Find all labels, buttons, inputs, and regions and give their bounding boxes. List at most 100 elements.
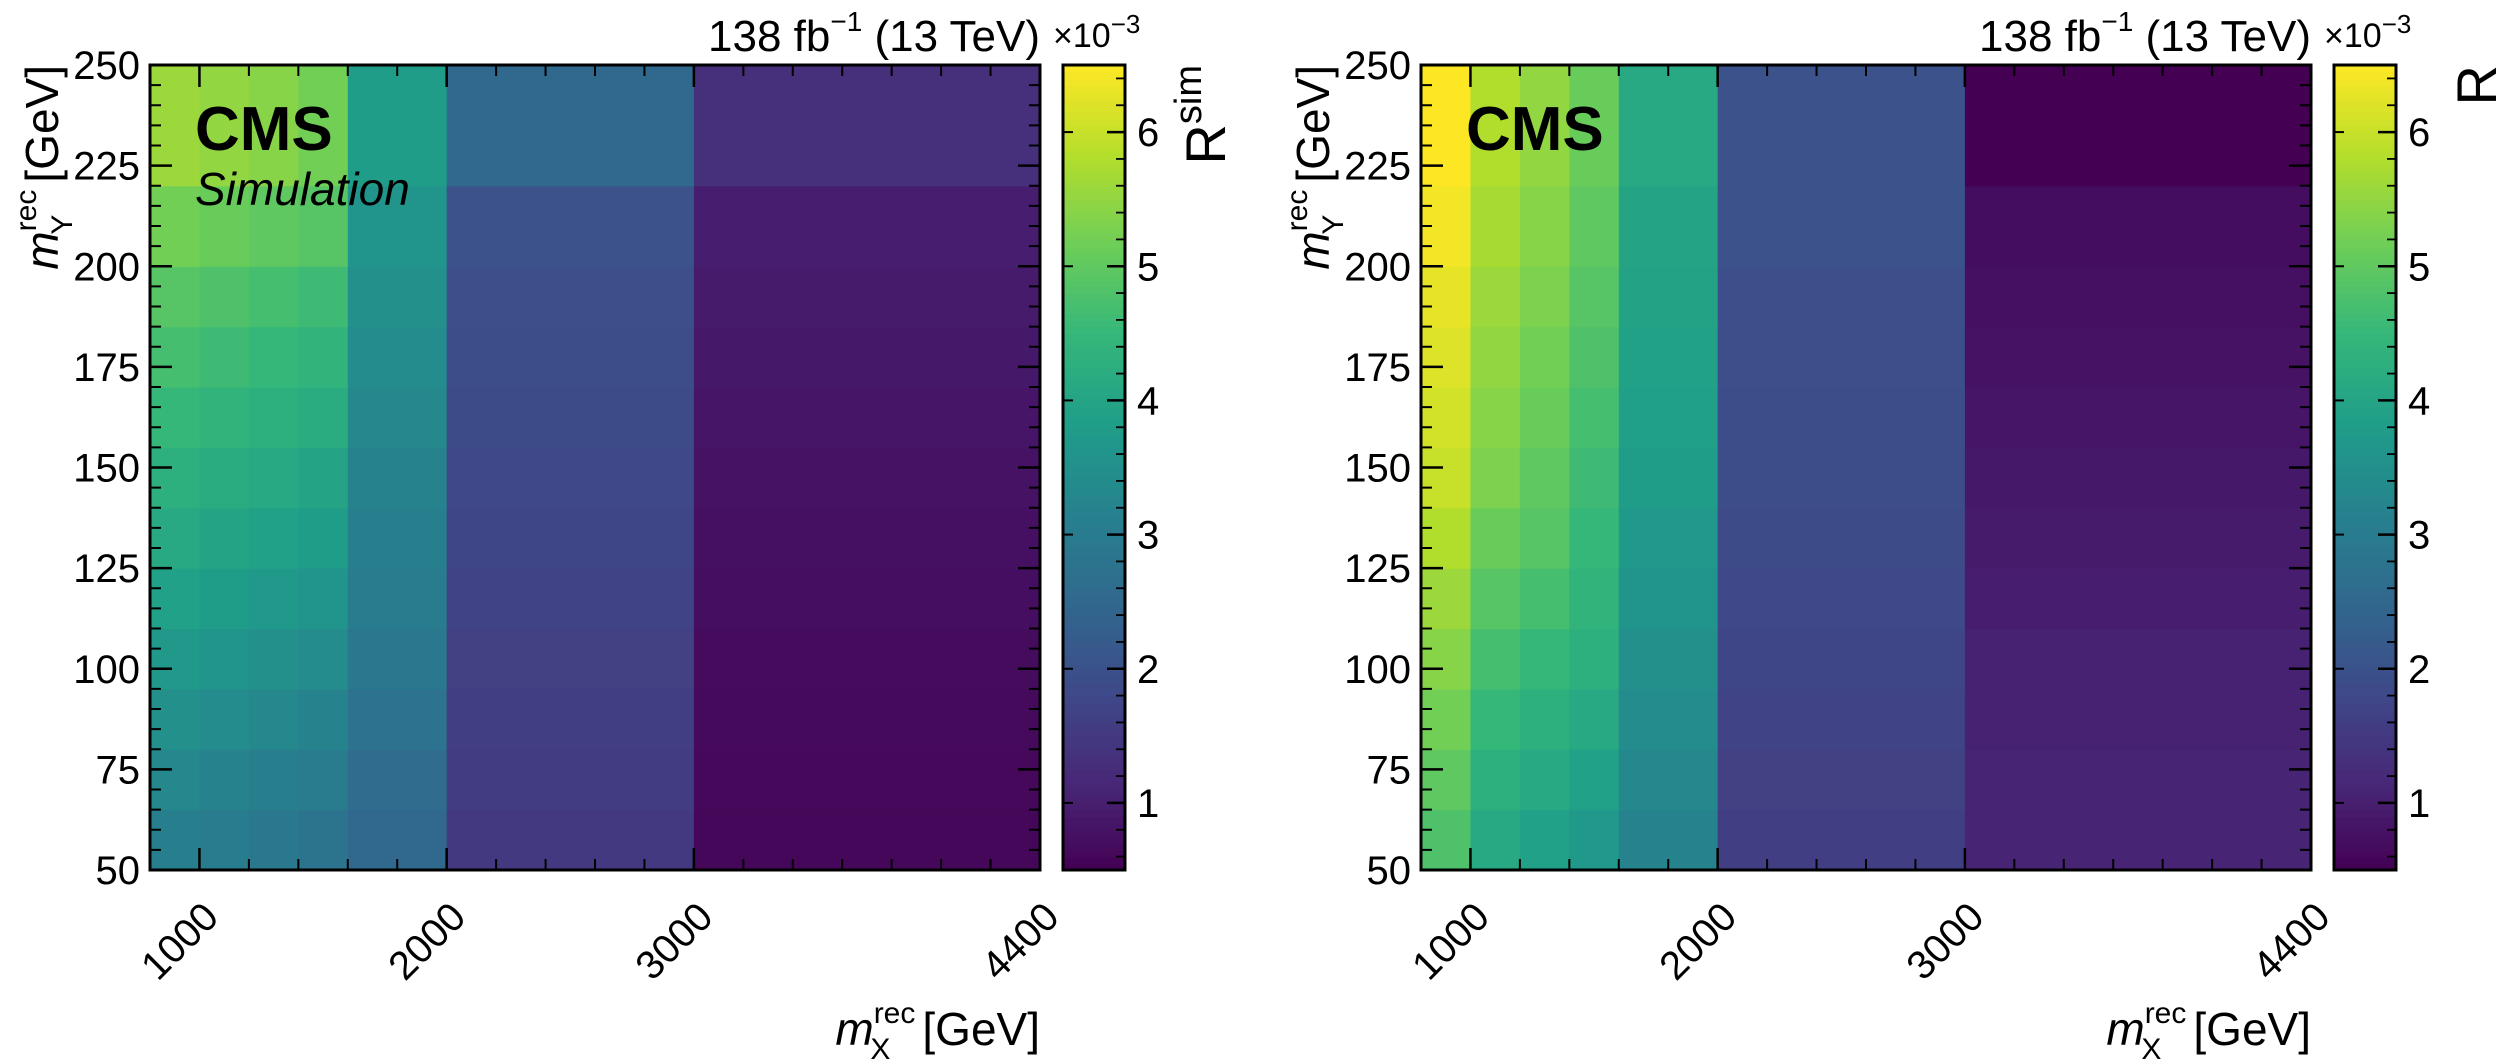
- colorbar-tick-label: 3: [2408, 514, 2430, 558]
- heatmap-cell: [298, 507, 349, 569]
- heatmap-cell: [1421, 809, 1472, 871]
- colorbar-label: R: [2445, 65, 2508, 105]
- heatmap-cell: [1964, 266, 2312, 328]
- colorbar-segment: [1063, 340, 1125, 348]
- colorbar-segment: [1063, 125, 1125, 133]
- heatmap-cell: [693, 749, 1041, 811]
- y-tick-label: 175: [73, 346, 140, 390]
- x-tick-label: 3000: [627, 894, 721, 988]
- heatmap-cell: [1470, 507, 1521, 569]
- colorbar-segment: [1063, 279, 1125, 288]
- colorbar-segment: [1063, 843, 1125, 851]
- x-axis-label-sub: X: [870, 1033, 890, 1064]
- colorbar-segment: [2334, 621, 2396, 630]
- energy-label: (13 TeV): [862, 12, 1040, 61]
- colorbar-segment: [1063, 608, 1125, 616]
- colorbar-segment: [1063, 782, 1125, 791]
- colorbar-segment: [1063, 561, 1125, 569]
- colorbar-segment: [2334, 454, 2396, 462]
- colorbar-segment: [1063, 541, 1125, 549]
- colorbar-segment: [1063, 849, 1125, 858]
- colorbar-segment: [1063, 413, 1125, 422]
- heatmap-cell: [1569, 628, 1620, 690]
- colorbar-segment: [2334, 796, 2396, 804]
- colorbar-segment: [1063, 313, 1125, 321]
- colorbar-segment: [2334, 729, 2396, 737]
- colorbar-segment: [2334, 239, 2396, 247]
- colorbar-tick-label: 1: [2408, 782, 2430, 826]
- y-axis-label-symbol: m: [16, 231, 68, 269]
- heatmap-cell: [1421, 266, 1472, 328]
- x-axis-label-sub: X: [2141, 1033, 2161, 1064]
- colorbar-segment: [1063, 521, 1125, 529]
- heatmap-cell: [347, 568, 448, 630]
- heatmap-cell: [1470, 809, 1521, 871]
- heatmap-cell: [1569, 387, 1620, 448]
- heatmap-cell: [347, 185, 448, 267]
- heatmap-cell: [446, 568, 695, 630]
- colorbar-segment: [2334, 849, 2396, 858]
- colorbar-segment: [1063, 695, 1125, 704]
- colorbar-segment: [2334, 534, 2396, 543]
- y-tick-label: 175: [1344, 346, 1411, 390]
- x-axis-label: mrec X [GeV]: [835, 997, 1040, 1064]
- colorbar-segment: [2334, 447, 2396, 455]
- colorbar-segment: [2334, 427, 2396, 435]
- heatmap-cell: [298, 749, 349, 811]
- colorbar-exponent-sup: −3: [2382, 9, 2412, 39]
- colorbar-segment: [1063, 333, 1125, 341]
- heatmap-cell: [150, 507, 201, 569]
- colorbar-segment: [2334, 863, 2396, 871]
- colorbar-segment: [1063, 534, 1125, 543]
- colorbar-segment: [1063, 823, 1125, 831]
- heatmap-cell: [150, 326, 201, 388]
- x-tick-label: 2000: [1651, 894, 1745, 988]
- colorbar-segment: [2334, 393, 2396, 402]
- x-axis-label-symbol: m: [2106, 1003, 2144, 1055]
- colorbar-segment: [1063, 78, 1125, 86]
- colorbar-segment: [1063, 769, 1125, 777]
- heatmap-cell: [298, 809, 349, 871]
- y-axis-label: mrec Y [GeV]: [10, 65, 79, 270]
- colorbar-segment: [1063, 548, 1125, 556]
- heatmap-cell: [1421, 387, 1472, 448]
- colorbar-segment: [1063, 226, 1125, 234]
- colorbar-segment: [2334, 769, 2396, 777]
- colorbar-segment: [1063, 185, 1125, 194]
- colorbar-segment: [2334, 219, 2396, 227]
- colorbar-segment: [1063, 319, 1125, 328]
- heatmap-cell: [693, 65, 1041, 187]
- colorbar-tick-label: 4: [2408, 379, 2430, 423]
- heatmap-cell: [248, 326, 299, 388]
- colorbar-segment: [2334, 326, 2396, 335]
- colorbar-segment: [2334, 118, 2396, 127]
- colorbar-segment: [2334, 836, 2396, 844]
- colorbar-exponent: ×10−3: [1053, 9, 1140, 55]
- colorbar-segment: [1063, 641, 1125, 650]
- y-axis-label-symbol: m: [1287, 231, 1339, 269]
- colorbar-segment: [1063, 621, 1125, 630]
- heatmap-cell: [150, 387, 201, 448]
- colorbar-segment: [1063, 863, 1125, 871]
- colorbar-segment: [1063, 735, 1125, 744]
- colorbar-segment: [1063, 71, 1125, 80]
- heatmap-cell: [1618, 65, 1719, 187]
- colorbar-segment: [2334, 212, 2396, 221]
- y-axis-label-sub: Y: [46, 215, 79, 235]
- colorbar-segment: [2334, 340, 2396, 348]
- colorbar-segment: [2334, 293, 2396, 301]
- colorbar-exponent-base: ×10: [2324, 17, 2382, 55]
- x-tick-label: 1000: [1404, 894, 1498, 988]
- colorbar-segment: [2334, 722, 2396, 730]
- colorbar-segment: [2334, 554, 2396, 563]
- colorbar-segment: [1063, 682, 1125, 690]
- heatmap-cell: [693, 688, 1041, 750]
- heatmap-cell: [1569, 749, 1620, 811]
- colorbar-segment: [2334, 776, 2396, 784]
- colorbar-segment: [2334, 420, 2396, 429]
- colorbar-segment: [2334, 199, 2396, 207]
- colorbar-segment: [1063, 574, 1125, 583]
- heatmap-cell: [150, 447, 201, 509]
- colorbar-label-symbol: R: [1174, 124, 1237, 164]
